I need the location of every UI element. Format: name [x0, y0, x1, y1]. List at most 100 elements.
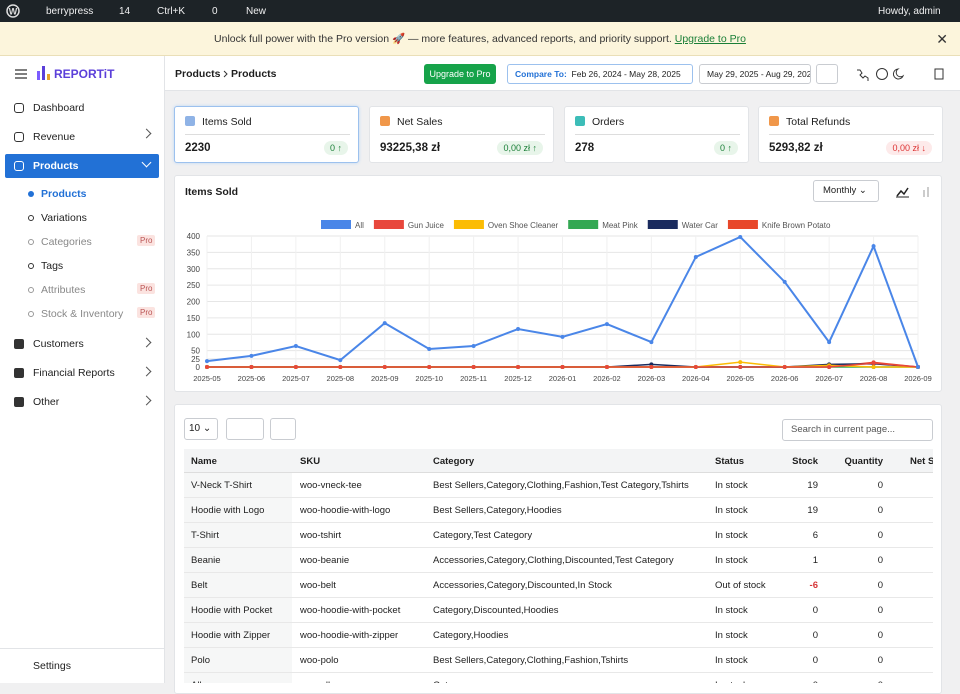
- export-button[interactable]: [226, 418, 264, 440]
- column-header[interactable]: Quantity: [844, 456, 883, 467]
- table-cell: In stock: [715, 680, 748, 683]
- table-cell: woo-hoodie-with-pocket: [300, 605, 401, 616]
- table-cell: Belt: [191, 580, 208, 591]
- kpi-color: [185, 116, 195, 126]
- sub-item[interactable]: Tags: [41, 260, 64, 272]
- nav-item[interactable]: Financial Reports: [33, 367, 115, 379]
- point: [516, 365, 521, 369]
- calendar-button[interactable]: [816, 64, 838, 84]
- point: [604, 365, 609, 369]
- banner-text: Unlock full power with the Pro version 🚀…: [214, 33, 672, 45]
- kpi-value: 5293,82 zł: [769, 142, 823, 154]
- wp-logo[interactable]: W: [6, 4, 20, 18]
- kpi-card[interactable]: Orders 278 0 ↑: [564, 106, 749, 163]
- legend-swatch: [453, 220, 484, 229]
- table-cell: woo-hoodie-with-logo: [300, 505, 391, 516]
- name-cell-bg: [184, 648, 292, 673]
- nav-icon: [14, 103, 24, 113]
- column-header[interactable]: SKU: [300, 456, 321, 467]
- column-header[interactable]: Stock: [792, 456, 818, 467]
- point: [249, 353, 254, 358]
- legend-label[interactable]: Meat Pink: [602, 221, 639, 230]
- header-icons[interactable]: [855, 67, 945, 81]
- legend-swatch: [373, 220, 404, 229]
- breadcrumb[interactable]: Products: [175, 68, 221, 80]
- column-header[interactable]: Status: [715, 456, 745, 467]
- point: [205, 359, 209, 364]
- legend-label[interactable]: Oven Shoe Cleaner: [488, 221, 559, 230]
- nav-icon: [14, 397, 24, 407]
- point: [738, 234, 743, 239]
- point: [560, 334, 565, 339]
- sidebar: REPORTiT Dashboard Revenue Products Product…: [0, 56, 165, 683]
- legend-label[interactable]: Gun Juice: [408, 221, 445, 230]
- kpi-card[interactable]: Net Sales 93225,38 zł 0,00 zł ↑: [369, 106, 554, 163]
- site-name[interactable]: berrypress: [46, 6, 94, 17]
- nav-item[interactable]: Customers: [33, 338, 84, 350]
- table-cell: 0: [812, 655, 818, 666]
- row-border: [184, 572, 933, 573]
- updates[interactable]: 14: [119, 6, 131, 17]
- settings[interactable]: Settings: [33, 660, 71, 672]
- settings-top-border: [0, 648, 164, 649]
- kpi-card[interactable]: Items Sold 2230 0 ↑: [174, 106, 359, 163]
- kpi-change: 0 ↑: [323, 141, 348, 155]
- y-tick-label: 300: [187, 265, 201, 274]
- x-tick-label: 2025-08: [327, 374, 355, 383]
- sub-item[interactable]: Products: [41, 188, 87, 200]
- comments[interactable]: 0: [212, 6, 218, 17]
- upgrade-button[interactable]: Upgrade to Pro: [424, 64, 496, 84]
- kpi-divider: [380, 134, 545, 135]
- table-cell: woo-tshirt: [300, 530, 342, 541]
- sub-item[interactable]: Attributes: [41, 284, 86, 296]
- menu-icon[interactable]: [15, 69, 27, 79]
- period-select[interactable]: Monthly ⌄: [813, 180, 879, 202]
- column-header[interactable]: Category: [433, 456, 475, 467]
- column-header[interactable]: Net Sales: [910, 456, 933, 467]
- table-cell: In stock: [715, 630, 748, 641]
- columns-button[interactable]: [270, 418, 296, 440]
- table-cell: 0: [878, 680, 883, 683]
- nav-item[interactable]: Revenue: [33, 131, 76, 143]
- name-cell-bg: [184, 598, 292, 623]
- sub-bullet: [28, 215, 34, 221]
- x-tick-label: 2025-10: [415, 374, 443, 383]
- close[interactable]: ✕: [936, 31, 948, 47]
- search-input[interactable]: Search in current page...: [782, 419, 933, 441]
- search[interactable]: Ctrl+K: [157, 6, 186, 17]
- y-tick-label: 0: [196, 363, 201, 372]
- row-border: [184, 547, 933, 548]
- table-cell: Out of stock: [715, 580, 766, 591]
- y-tick-label: 25: [191, 355, 200, 364]
- x-tick-label: 2026-07: [815, 374, 843, 383]
- legend-label[interactable]: Water Car: [682, 221, 718, 230]
- nav-item[interactable]: Other: [33, 396, 60, 408]
- legend-label[interactable]: Knife Brown Potato: [762, 221, 831, 230]
- table-cell: In stock: [715, 655, 748, 666]
- column-header[interactable]: Name: [191, 456, 217, 467]
- kpi-color: [380, 116, 390, 126]
- sub-item[interactable]: Stock & Inventory: [41, 308, 124, 320]
- table-cell: woo-album: [300, 680, 346, 683]
- page-size[interactable]: 10 ⌄: [184, 418, 218, 440]
- legend-label[interactable]: All: [355, 221, 364, 230]
- compare-input[interactable]: Compare To: Feb 26, 2024 - May 28, 2025: [507, 64, 693, 84]
- name-cell-bg: [184, 573, 292, 598]
- logo: REPORTiT: [54, 67, 115, 81]
- point: [471, 344, 476, 349]
- greeting[interactable]: Howdy, admin: [878, 6, 941, 17]
- new[interactable]: New: [246, 6, 267, 17]
- point: [427, 346, 432, 351]
- chart-type-icons[interactable]: [895, 184, 935, 198]
- kpi-card[interactable]: Total Refunds 5293,82 zł 0,00 zł ↓: [758, 106, 943, 163]
- nav-item[interactable]: Dashboard: [33, 102, 85, 114]
- nav-item[interactable]: Products: [33, 160, 79, 172]
- admin-bar: W berrypress 14 Ctrl+K 0 New Howdy, admi…: [0, 0, 960, 22]
- table-cell: V-Neck T-Shirt: [191, 480, 253, 491]
- table-cell: 6: [812, 530, 818, 541]
- date-range[interactable]: May 29, 2025 - Aug 29, 2025: [699, 64, 811, 84]
- kpi-divider: [575, 134, 740, 135]
- sub-item[interactable]: Variations: [41, 212, 87, 224]
- banner-link[interactable]: Upgrade to Pro: [674, 33, 746, 45]
- sub-item[interactable]: Categories: [41, 236, 92, 248]
